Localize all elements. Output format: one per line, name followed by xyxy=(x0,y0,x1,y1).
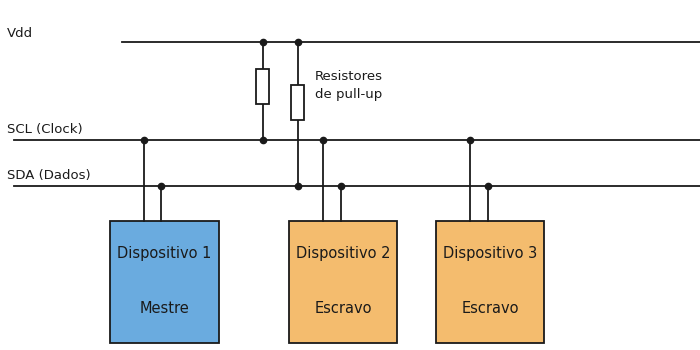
Bar xyxy=(288,220,398,343)
Text: Dispositivo 2: Dispositivo 2 xyxy=(295,246,391,261)
Bar xyxy=(291,85,304,120)
Bar xyxy=(110,220,218,343)
Text: Escravo: Escravo xyxy=(314,301,372,316)
Text: Resistores
de pull-up: Resistores de pull-up xyxy=(315,70,383,101)
Text: Mestre: Mestre xyxy=(139,301,190,316)
Bar xyxy=(256,69,269,104)
Text: SCL (Clock): SCL (Clock) xyxy=(7,124,83,136)
Text: SDA (Dados): SDA (Dados) xyxy=(7,169,90,182)
Bar xyxy=(435,220,545,343)
Text: Dispositivo 3: Dispositivo 3 xyxy=(443,246,537,261)
Text: Escravo: Escravo xyxy=(461,301,519,316)
Text: Dispositivo 1: Dispositivo 1 xyxy=(118,246,211,261)
Text: Vdd: Vdd xyxy=(7,27,33,40)
